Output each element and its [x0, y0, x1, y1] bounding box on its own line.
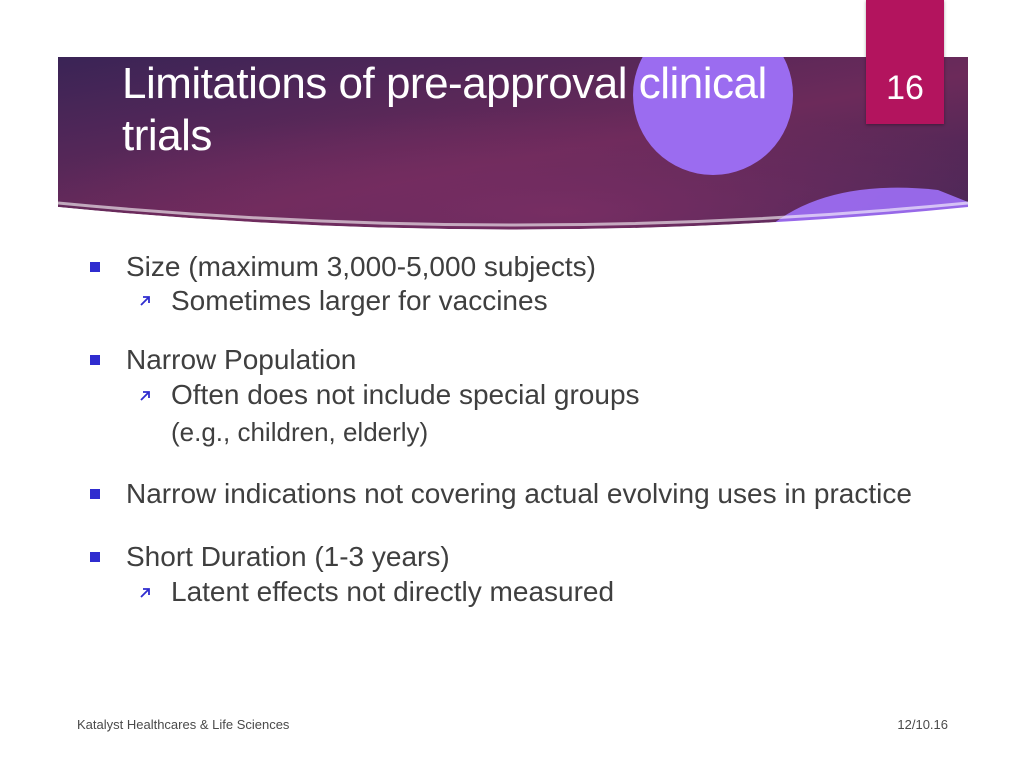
footer-date: 12/10.16	[897, 717, 948, 732]
decorative-circle-top	[633, 57, 793, 175]
square-bullet-icon	[90, 355, 100, 365]
sub-bullet-item: Sometimes larger for vaccines	[171, 285, 548, 316]
header-edge-line	[58, 201, 968, 227]
arrow-up-right-icon	[140, 296, 150, 306]
bullet-item: Narrow Population	[126, 344, 357, 375]
arrow-up-right-icon	[140, 391, 150, 401]
square-bullet-icon	[90, 489, 100, 499]
square-bullet-icon	[90, 552, 100, 562]
page-number: 16	[886, 69, 924, 107]
bullet-item: Size (maximum 3,000-5,000 subjects)	[126, 251, 596, 282]
footer-company: Katalyst Healthcares & Life Sciences	[77, 717, 290, 732]
sub-bullet-continuation: (e.g., children, elderly)	[171, 417, 429, 447]
header-band	[58, 57, 968, 242]
slide-title: Limitations of pre-approval clinical tri…	[122, 59, 767, 160]
header-background	[58, 57, 968, 242]
page-number-tab: 16	[866, 0, 944, 124]
header-bottom-edge	[58, 207, 968, 242]
bullet-item: Narrow indications not covering actual e…	[126, 478, 912, 509]
arrow-up-right-icon	[140, 588, 150, 598]
sub-bullet-item: Often does not include special groups	[171, 379, 640, 410]
square-bullet-icon	[90, 262, 100, 272]
bullet-item: Short Duration (1-3 years)	[126, 541, 450, 572]
sub-bullet-item: Latent effects not directly measured	[171, 576, 615, 607]
